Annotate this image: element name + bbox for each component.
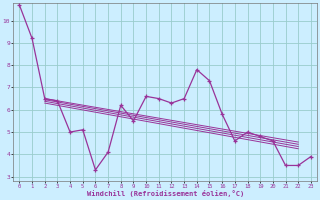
- X-axis label: Windchill (Refroidissement éolien,°C): Windchill (Refroidissement éolien,°C): [86, 190, 244, 197]
